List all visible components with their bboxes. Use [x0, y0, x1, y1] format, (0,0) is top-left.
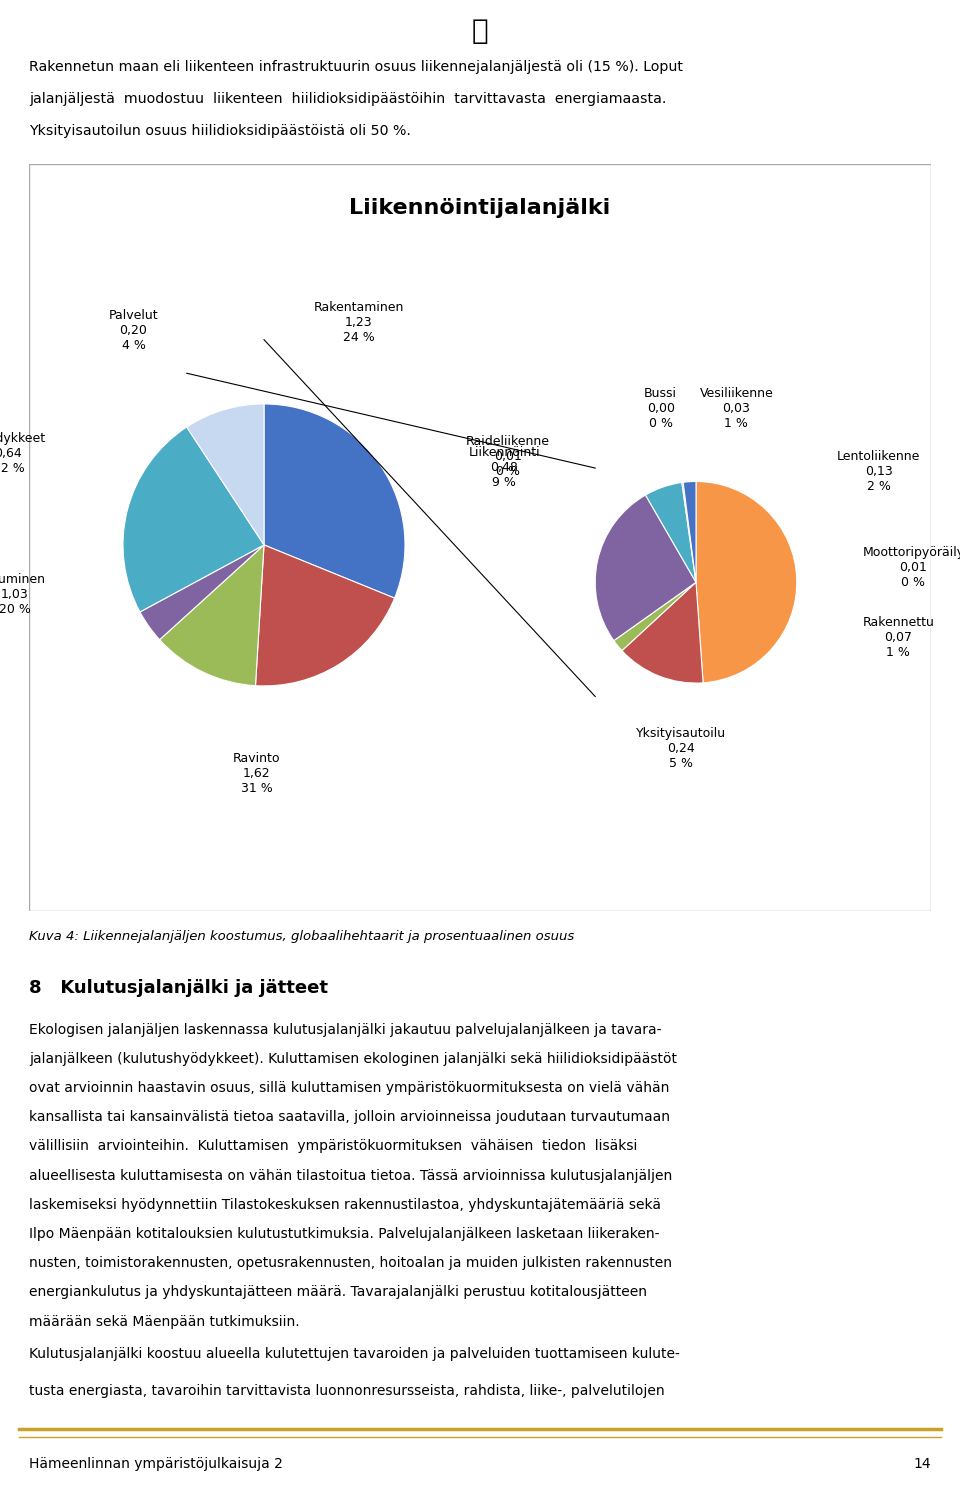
Text: Kulutusjalanjälki koostuu alueella kulutettujen tavaroiden ja palveluiden tuotta: Kulutusjalanjälki koostuu alueella kulut…	[29, 1347, 680, 1360]
Wedge shape	[187, 405, 264, 545]
Wedge shape	[123, 427, 264, 612]
Text: Ravinto
1,62
31 %: Ravinto 1,62 31 %	[233, 752, 280, 794]
Wedge shape	[140, 545, 264, 639]
Wedge shape	[255, 545, 395, 685]
Text: nusten, toimistorakennusten, opetusrakennusten, hoitoalan ja muiden julkisten ra: nusten, toimistorakennusten, opetusraken…	[29, 1256, 672, 1271]
Text: Hyödykkeet
0,64
12 %: Hyödykkeet 0,64 12 %	[0, 431, 45, 475]
Text: Liikennöinti
0,48
9 %: Liikennöinti 0,48 9 %	[468, 446, 540, 488]
Text: kansallista tai kansainvälistä tietoa saatavilla, jolloin arvioinneissa joudutaa: kansallista tai kansainvälistä tietoa sa…	[29, 1111, 670, 1124]
Text: Lentoliikenne
0,13
2 %: Lentoliikenne 0,13 2 %	[837, 449, 921, 493]
Wedge shape	[613, 582, 696, 651]
Text: Liikennöintijalanjälki: Liikennöintijalanjälki	[349, 199, 611, 218]
Text: alueellisesta kuluttamisesta on vähän tilastoitua tietoa. Tässä arvioinnissa kul: alueellisesta kuluttamisesta on vähän ti…	[29, 1169, 672, 1182]
Text: Moottoripyöräily
0,01
0 %: Moottoripyöräily 0,01 0 %	[862, 545, 960, 588]
Text: Hämeenlinnan ympäristöjulkaisuja 2: Hämeenlinnan ympäristöjulkaisuja 2	[29, 1457, 282, 1471]
Text: Bussi
0,00
0 %: Bussi 0,00 0 %	[644, 387, 677, 430]
Text: 14: 14	[914, 1457, 931, 1471]
Text: 8   Kulutusjalanjälki ja jätteet: 8 Kulutusjalanjälki ja jätteet	[29, 979, 327, 997]
Text: jalanjäljestä  muodostuu  liikenteen  hiilidioksidipäästöihin  tarvittavasta  en: jalanjäljestä muodostuu liikenteen hiili…	[29, 91, 666, 106]
Wedge shape	[696, 481, 797, 682]
Text: Ekologisen jalanjäljen laskennassa kulutusjalanjälki jakautuu palvelujalanjälkee: Ekologisen jalanjäljen laskennassa kulut…	[29, 1023, 661, 1036]
Text: Raideliikenne
0,01
0 %: Raideliikenne 0,01 0 %	[466, 434, 550, 478]
Text: Rakennettu
0,07
1 %: Rakennettu 0,07 1 %	[862, 617, 934, 660]
Text: energiankulutus ja yhdyskuntajätteen määrä. Tavarajalanjälki perustuu kotitalous: energiankulutus ja yhdyskuntajätteen mää…	[29, 1285, 647, 1299]
Wedge shape	[682, 482, 696, 582]
Text: Rakentaminen
1,23
24 %: Rakentaminen 1,23 24 %	[313, 300, 404, 343]
Text: Palvelut
0,20
4 %: Palvelut 0,20 4 %	[108, 309, 158, 352]
Text: Vesiliikenne
0,03
1 %: Vesiliikenne 0,03 1 %	[700, 387, 773, 430]
Text: tusta energiasta, tavaroihin tarvittavista luonnonresursseista, rahdista, liike-: tusta energiasta, tavaroihin tarvittavis…	[29, 1384, 664, 1397]
Wedge shape	[645, 482, 696, 582]
Wedge shape	[622, 582, 703, 684]
Text: 🐾: 🐾	[471, 16, 489, 45]
Text: Yksityisautoilu
0,24
5 %: Yksityisautoilu 0,24 5 %	[636, 727, 726, 770]
Text: ovat arvioinnin haastavin osuus, sillä kuluttamisen ympäristökuormituksesta on v: ovat arvioinnin haastavin osuus, sillä k…	[29, 1081, 669, 1094]
Text: Rakennetun maan eli liikenteen infrastruktuurin osuus liikennejalanjäljestä oli : Rakennetun maan eli liikenteen infrastru…	[29, 60, 683, 73]
Text: Asuminen
1,03
20 %: Asuminen 1,03 20 %	[0, 573, 45, 615]
Wedge shape	[684, 481, 696, 582]
Wedge shape	[159, 545, 264, 685]
FancyBboxPatch shape	[29, 164, 931, 911]
Wedge shape	[264, 405, 405, 599]
Wedge shape	[595, 496, 696, 640]
Text: Ilpo Mäenpään kotitalouksien kulutustutkimuksia. Palvelujalanjälkeen lasketaan l: Ilpo Mäenpään kotitalouksien kulutustutk…	[29, 1227, 660, 1241]
Text: Yksityisautoilun osuus hiilidioksidipäästöistä oli 50 %.: Yksityisautoilun osuus hiilidioksidipääs…	[29, 124, 411, 137]
Text: laskemiseksi hyödynnettiin Tilastokeskuksen rakennustilastoa, yhdyskuntajätemäär: laskemiseksi hyödynnettiin Tilastokeskuk…	[29, 1197, 660, 1212]
Text: välillisiin  arviointeihin.  Kuluttamisen  ympäristökuormituksen  vähäisen  tied: välillisiin arviointeihin. Kuluttamisen …	[29, 1139, 637, 1154]
Text: määrään sekä Mäenpään tutkimuksiin.: määrään sekä Mäenpään tutkimuksiin.	[29, 1314, 300, 1329]
Text: Kuva 4: Liikennejalanjäljen koostumus, globaalihehtaarit ja prosentuaalinen osuu: Kuva 4: Liikennejalanjäljen koostumus, g…	[29, 930, 574, 942]
Text: jalanjälkeen (kulutushyödykkeet). Kuluttamisen ekologinen jalanjälki sekä hiilid: jalanjälkeen (kulutushyödykkeet). Kulutt…	[29, 1053, 677, 1066]
